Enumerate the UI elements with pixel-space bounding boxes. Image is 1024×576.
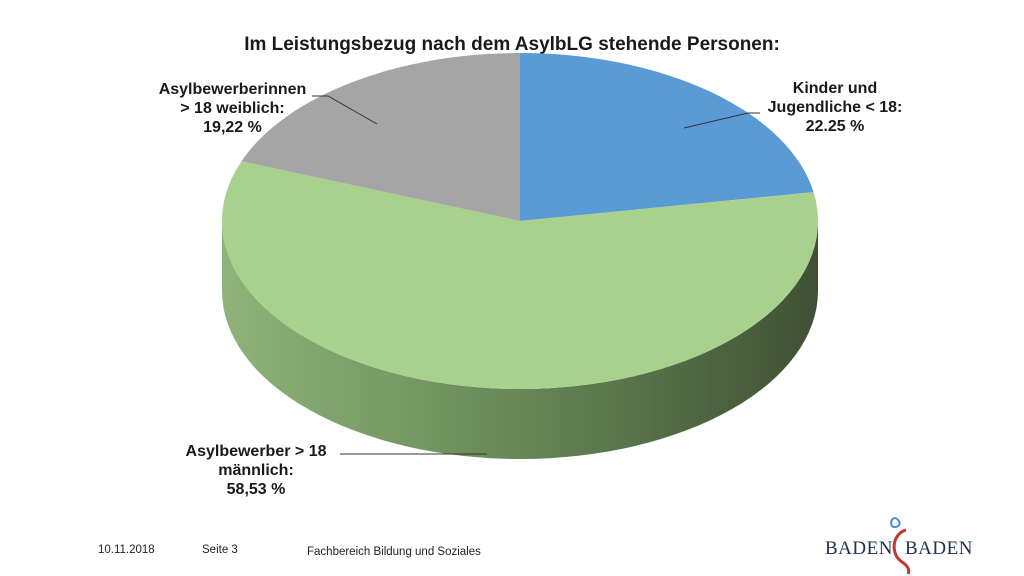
footer-date: 10.11.2018 [98,544,155,556]
slice-label-male: Asylbewerber > 18 männlich: 58,53 % [185,443,327,498]
leader-children [683,112,760,129]
leader-female [312,95,378,125]
logo-word-right: BADEN [905,538,973,559]
footer-department: Fachbereich Bildung und Soziales [307,546,481,558]
logo-emblem-icon [890,517,911,575]
baden-baden-logo: BADEN BADEN [822,516,972,576]
slice-male [221,161,818,389]
pie-side-wall [222,221,818,459]
chart-title: Im Leistungsbezug nach dem AsylbLG stehe… [244,34,780,55]
slice-label-children: Kinder und Jugendliche < 18: 22.25 % [767,80,903,135]
slice-label-female: Asylbewerberinnen > 18 weiblich: 19,22 % [158,81,307,136]
logo-word-left: BADEN [825,538,893,559]
slice-children [520,53,814,221]
footer-page: Seite 3 [202,544,238,556]
slice-female [241,53,521,221]
